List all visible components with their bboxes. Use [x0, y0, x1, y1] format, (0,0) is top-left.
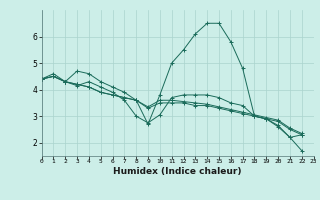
X-axis label: Humidex (Indice chaleur): Humidex (Indice chaleur): [113, 167, 242, 176]
